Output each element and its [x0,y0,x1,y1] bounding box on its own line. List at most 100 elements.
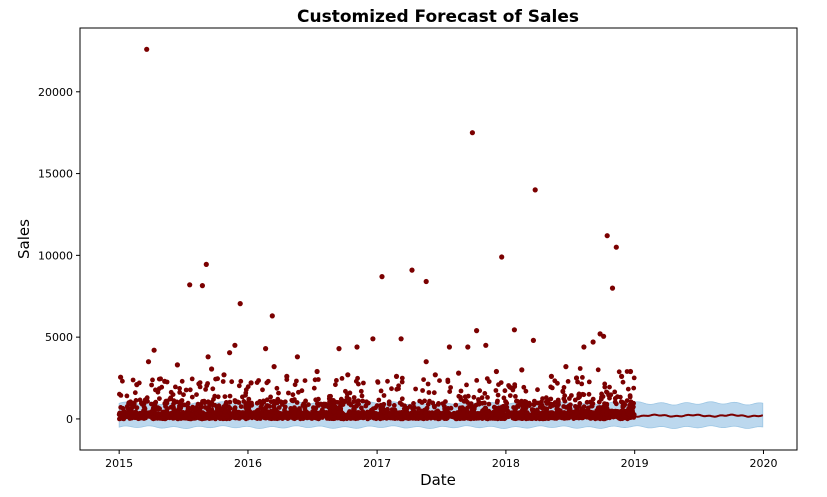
sales-point [607,395,612,401]
sales-point [447,389,453,394]
sales-point [524,410,530,415]
sales-point [449,412,455,418]
sales-point [589,414,594,419]
sales-point [584,399,590,405]
sales-point [502,388,508,394]
sales-point [178,411,184,416]
sales-point [535,400,541,406]
sales-point [493,388,499,393]
sales-point [265,378,271,384]
sales-point [474,328,480,334]
sales-point [552,378,558,384]
y-tick-label: 15000 [38,168,73,181]
sales-point [479,395,485,401]
sales-point [358,412,364,418]
sales-point [620,404,626,410]
sales-point [328,413,333,419]
sales-point [426,411,432,417]
sales-point [486,379,492,384]
sales-point [158,411,163,417]
sales-point [549,385,555,391]
sales-point [563,364,569,370]
sales-point [540,396,545,401]
sales-point [185,400,191,406]
sales-point [613,244,619,250]
sales-point [607,384,612,390]
sales-point [153,387,158,393]
sales-point [495,410,501,416]
sales-point [138,415,144,421]
sales-point [236,383,242,389]
sales-point [627,394,633,400]
sales-point [503,399,508,404]
sales-point [173,384,178,390]
sales-point [144,395,150,401]
sales-point [397,411,403,417]
sales-point [215,394,221,400]
sales-point [220,379,226,384]
axes-frame [79,27,798,451]
sales-point [446,344,452,350]
sales-point [291,410,297,416]
sales-point [425,381,431,387]
sales-point [254,400,260,406]
sales-point [331,415,337,420]
sales-point [567,406,573,412]
sales-point [412,412,418,418]
sales-point [393,411,399,417]
sales-point [476,415,482,421]
sales-point [132,390,138,396]
sales-point [354,403,359,409]
sales-point [387,412,392,417]
sales-point [516,404,521,409]
sales-point [609,285,616,291]
sales-point [237,301,243,307]
sales-point [151,415,157,421]
sales-point [631,375,637,381]
sales-point [518,413,524,418]
sales-point [567,396,572,401]
sales-point [263,346,269,352]
sales-point [508,385,514,391]
sales-point [187,282,193,288]
sales-point [227,399,233,405]
sales-point [561,385,567,390]
sales-point [604,406,610,412]
sales-point [258,404,264,410]
sales-point [246,404,252,410]
sales-point [583,408,588,414]
sales-point [294,354,300,360]
sales-point [264,403,270,408]
sales-point [290,392,296,398]
sales-point [474,378,480,383]
sales-point [232,342,238,348]
sales-point [203,387,209,392]
sales-point [124,393,130,399]
sales-point [347,390,353,396]
x-tick-label: 2019 [621,457,649,470]
sales-point [260,387,265,393]
sales-point [465,393,471,399]
sales-point [222,394,228,399]
sales-point [430,400,436,406]
y-tick-label: 5000 [45,331,73,344]
sales-point [548,373,555,379]
sales-point [181,392,186,398]
sales-point [573,375,580,381]
sales-point [442,413,448,419]
sales-point [343,388,348,394]
sales-point [483,342,489,348]
sales-point [199,283,205,289]
sales-point [321,401,327,407]
sales-point [457,415,463,421]
y-tick-label: 10000 [38,249,73,262]
sales-point [359,393,365,399]
sales-point [576,392,582,398]
sales-point [595,367,601,373]
sales-point [246,399,251,405]
sales-point [149,401,154,407]
sales-point [486,408,492,414]
sales-point [315,377,321,382]
sales-point [409,267,415,273]
sales-point [276,390,281,396]
